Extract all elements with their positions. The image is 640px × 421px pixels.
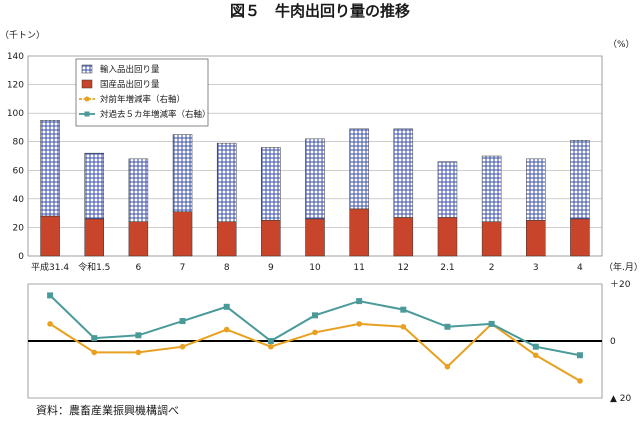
bar-imported [570,140,590,220]
point-yoy [91,349,98,356]
bar-imported [305,138,325,220]
point-yoy [179,343,186,350]
legend-label: 輸入品出回り量 [100,64,160,75]
legend-swatch-imported [81,64,93,74]
point-yoy [577,378,583,384]
x-tick-label: 9 [268,263,274,273]
legend-label: 国産品出回り量 [100,79,160,90]
point-5yr [444,323,451,330]
point-5yr [532,343,539,350]
point-yoy [356,321,362,327]
point-5yr [91,335,98,342]
point-5yr [267,338,274,344]
bar-imported [349,128,369,210]
x-tick-label: 7 [180,263,186,273]
x-tick-label: 3 [533,263,539,273]
bar-imported [481,155,502,222]
bar-domestic [216,221,237,257]
y-tick-label: 100 [7,109,24,119]
bar-domestic [40,215,60,257]
bar-imported [84,152,104,220]
x-tick-label: 10 [309,263,321,273]
source-note: 資料：農畜産業振興機構調べ [36,403,179,417]
legend-marker-circle [84,96,90,102]
bar-domestic [128,221,149,257]
x-tick-label: 8 [224,263,230,273]
right-tick-label: 0 [610,337,616,347]
y-tick-label: 140 [7,52,24,62]
point-yoy [312,329,318,336]
y-tick-label: 20 [13,223,25,233]
bar-domestic [305,218,325,257]
bar-domestic [172,211,193,257]
point-5yr [400,306,407,313]
bar-imported [128,158,149,222]
point-yoy [135,349,142,356]
bar-imported [216,142,237,222]
bar-domestic [349,208,369,257]
point-yoy [268,343,274,350]
bar-imported [526,158,546,221]
legend-swatch-domestic [81,79,93,89]
point-yoy [47,321,53,327]
legend-label: 対過去５カ年増減率（右軸） [100,109,211,120]
y-tick-label: 120 [7,81,24,91]
point-5yr [488,320,495,327]
x-tick-label: 令和1.5 [78,261,110,273]
x-tick-label: 4 [577,263,583,273]
y-tick-label: 40 [13,195,25,205]
line-plot-area: ＋20 0 ▲ 20 [27,279,632,404]
bar-imported [172,134,193,212]
bar-domestic [393,217,414,257]
legend-box [75,58,209,127]
y-tick-label: 80 [13,138,25,148]
x-tick-label: 6 [136,263,142,273]
point-5yr [312,312,318,319]
point-yoy [400,323,407,330]
x-tick-label: 12 [398,263,409,273]
x-tick-label: 2.1 [440,263,454,273]
bar-domestic [437,217,458,257]
bar-imported [437,161,458,218]
point-yoy [223,326,230,333]
x-tick-label: 11 [353,263,364,273]
right-tick-label: ＋20 [610,279,631,290]
bar-imported [40,120,60,217]
point-yoy [532,352,539,359]
chart-title: 図５ 牛肉出回り量の推移 [230,2,410,20]
x-axis-unit: （年.月） [604,261,640,273]
bar-domestic [261,220,281,257]
point-5yr [47,292,54,299]
bar-domestic [570,218,590,257]
bar-domestic [84,218,104,257]
right-tick-label: ▲ 20 [610,394,632,404]
legend-marker-square [84,111,90,117]
y-tick-label: 60 [13,166,25,176]
bar-plot-area: 0 20 40 60 80 100 120 140 平成31.4 令和1.5 6 7 8 9 10 11 12 2… [7,52,603,273]
y-tick-label: 0 [18,252,24,262]
bar-imported [261,147,281,221]
right-axis-unit: （%） [608,39,635,50]
bar-domestic [481,221,502,257]
legend-label: 対前年増減率（右軸） [100,94,185,105]
point-5yr [223,303,230,310]
bar-domestic [526,220,546,257]
x-tick-label: 平成31.4 [31,261,69,273]
point-yoy [444,363,451,370]
point-5yr [576,352,583,359]
point-5yr [135,332,142,339]
point-5yr [179,318,186,325]
y-axis-unit: （千トン） [0,30,45,41]
point-5yr [356,298,363,305]
bar-imported [393,128,414,218]
x-tick-label: 2 [489,263,495,273]
